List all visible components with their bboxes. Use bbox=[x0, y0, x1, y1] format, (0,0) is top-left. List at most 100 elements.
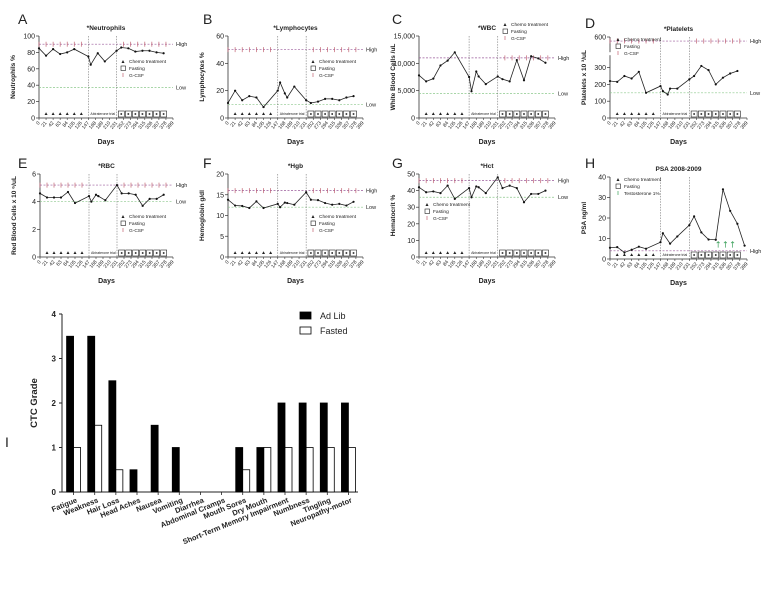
data-point bbox=[693, 215, 696, 218]
data-point bbox=[316, 100, 320, 103]
low-label: Low bbox=[558, 91, 568, 97]
legend-label: Chemo treatment bbox=[129, 214, 167, 220]
x-tick-label: 105 bbox=[67, 120, 77, 130]
legend-swatch bbox=[299, 326, 312, 335]
x-tick-label: 399 bbox=[356, 259, 366, 269]
x-tick-label: 147 bbox=[462, 259, 472, 269]
x-tick-label: 273 bbox=[124, 259, 134, 269]
chemo-treatment-marker bbox=[615, 112, 619, 115]
x-tick-label: 399 bbox=[740, 261, 750, 271]
x-tick-label: 168 bbox=[88, 120, 98, 130]
trial-label: Abiraterone trial bbox=[91, 251, 116, 255]
data-point bbox=[45, 196, 49, 199]
data-point bbox=[630, 77, 633, 80]
y-tick-label: 30 bbox=[598, 195, 606, 202]
fasting-marker-dot bbox=[120, 113, 123, 115]
chemo-treatment-marker bbox=[431, 251, 435, 254]
data-point bbox=[352, 200, 355, 203]
data-point bbox=[293, 203, 296, 206]
data-point bbox=[470, 196, 473, 199]
legend-label: G-CSF bbox=[511, 36, 526, 42]
x-tick-label: 315 bbox=[519, 120, 529, 130]
fasting-marker-dot bbox=[707, 254, 710, 256]
data-point bbox=[286, 201, 289, 205]
x-tick-label: 126 bbox=[74, 120, 84, 130]
x-tick-label: 147 bbox=[82, 259, 92, 269]
bar-ad-lib bbox=[319, 402, 328, 493]
data-point bbox=[73, 48, 76, 51]
x-tick-label: 378 bbox=[732, 120, 742, 130]
data-point bbox=[103, 60, 106, 63]
fasting-marker-dot bbox=[310, 252, 312, 254]
fasting-marker-dot bbox=[736, 113, 739, 115]
data-point bbox=[608, 246, 612, 249]
legend-fasting-icon bbox=[502, 28, 508, 34]
x-axis-label: Days bbox=[479, 278, 496, 285]
legend-label: Fasting bbox=[624, 184, 640, 190]
fasting-marker-dot bbox=[148, 252, 151, 254]
panel-letter: F bbox=[203, 155, 212, 171]
y-tick-label: 50 bbox=[407, 172, 415, 179]
data-line bbox=[39, 184, 164, 207]
data-point bbox=[537, 192, 540, 196]
chart-title: *RBC bbox=[98, 163, 115, 170]
data-point bbox=[59, 52, 62, 56]
bar-ad-lib bbox=[256, 447, 265, 493]
y-tick-label: 40 bbox=[216, 61, 224, 68]
x-tick-label: 210 bbox=[103, 259, 113, 269]
fasting-marker-dot bbox=[714, 254, 717, 256]
data-point bbox=[453, 51, 456, 54]
x-tick-label: 21 bbox=[229, 120, 237, 128]
y-tick-label: 15 bbox=[216, 192, 224, 199]
data-point bbox=[66, 190, 70, 194]
fasting-marker-dot bbox=[508, 252, 511, 254]
data-point bbox=[141, 204, 144, 207]
x-axis-label: Days bbox=[670, 139, 687, 146]
panel-letter: H bbox=[585, 155, 595, 171]
chemo-treatment-marker bbox=[615, 253, 619, 256]
x-tick-label: 0 bbox=[606, 261, 613, 267]
x-tick-label: 336 bbox=[718, 120, 728, 130]
data-point bbox=[115, 183, 119, 187]
x-tick-label: 294 bbox=[320, 120, 330, 130]
chemo-treatment-marker bbox=[80, 251, 84, 254]
x-tick-label: 210 bbox=[102, 120, 112, 130]
high-label: High bbox=[750, 249, 761, 255]
data-point bbox=[94, 193, 98, 196]
low-label: Low bbox=[750, 91, 760, 97]
x-tick-label: 231 bbox=[682, 261, 692, 271]
data-point bbox=[530, 55, 533, 58]
data-point bbox=[293, 85, 296, 88]
data-point bbox=[630, 248, 633, 251]
data-point bbox=[637, 245, 640, 248]
x-axis-label: Days bbox=[479, 139, 496, 146]
x-tick-label: 252 bbox=[497, 259, 507, 269]
fasting-marker-dot bbox=[523, 252, 525, 254]
data-point bbox=[522, 79, 526, 82]
legend-label: Fasting bbox=[129, 66, 145, 72]
y-axis-label: Hematocrit % bbox=[390, 195, 397, 237]
data-point bbox=[283, 92, 286, 95]
x-tick-label: 273 bbox=[696, 120, 706, 130]
legend-label: G-CSF bbox=[129, 73, 144, 79]
data-point bbox=[432, 190, 435, 193]
data-point bbox=[226, 198, 230, 201]
x-tick-label: 336 bbox=[144, 120, 154, 130]
legend-label: Fasted bbox=[320, 326, 348, 336]
x-tick-label: 378 bbox=[348, 120, 358, 130]
data-point bbox=[425, 191, 428, 194]
high-label: High bbox=[750, 39, 761, 45]
x-tick-label: 357 bbox=[725, 261, 735, 271]
fasting-marker-dot bbox=[700, 113, 703, 115]
x-tick-label: 315 bbox=[137, 120, 147, 130]
data-point bbox=[470, 90, 473, 93]
x-tick-label: 231 bbox=[490, 120, 500, 130]
fasting-marker-dot bbox=[155, 252, 158, 254]
data-point bbox=[477, 186, 480, 189]
data-point bbox=[52, 48, 55, 51]
data-point bbox=[736, 222, 739, 225]
data-point bbox=[515, 187, 518, 190]
x-tick-label: 252 bbox=[306, 120, 316, 130]
data-point bbox=[743, 244, 746, 247]
low-label: Low bbox=[366, 205, 376, 211]
